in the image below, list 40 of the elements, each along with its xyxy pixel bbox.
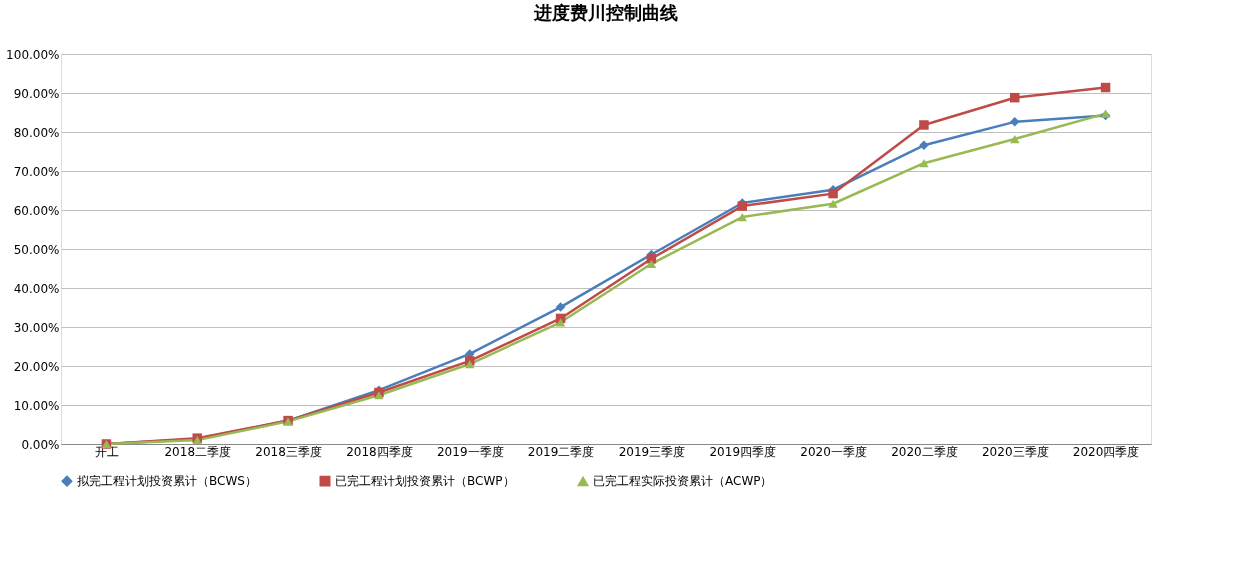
point [1010, 134, 1020, 144]
point [555, 318, 566, 327]
point [374, 391, 384, 400]
y-tick-label: 70.00% [13, 164, 60, 179]
y-tick-label: 80.00% [13, 125, 60, 140]
x-tick-label: 2018二季度 [164, 444, 232, 459]
y-tick-label: 60.00% [13, 203, 60, 218]
y-tick-label: 30.00% [13, 320, 60, 335]
x-tick-label: 2019三季度 [618, 444, 686, 459]
point [919, 140, 929, 150]
point [1010, 92, 1020, 103]
x-tick-label: 2018四季度 [346, 444, 413, 459]
x-tick-label: 2020一季度 [800, 444, 867, 459]
point [919, 159, 929, 168]
point [919, 120, 929, 130]
point [828, 188, 838, 199]
point [646, 259, 657, 268]
x-tick-label: 2019四季度 [709, 444, 777, 459]
y-tick-label: 100.00% [6, 47, 60, 62]
legend-label: 拟完工程计划投资累计（BCWS） [77, 474, 257, 489]
y-tick-label: 10.00% [13, 398, 60, 413]
x-tick-label: 2018三季度 [255, 444, 322, 459]
x-tick-label: 2020四季度 [1072, 444, 1140, 459]
chart-title: 进度费川控制曲线 [533, 2, 678, 23]
x-tick-label: 2019一季度 [436, 444, 504, 459]
point [828, 199, 838, 208]
y-tick-label: 0.00% [21, 437, 60, 452]
y-tick-label: 40.00% [13, 281, 60, 296]
x-tick-label: 2020三季度 [981, 444, 1049, 459]
x-tick-label: 2019二季度 [527, 444, 595, 459]
point [737, 212, 747, 222]
x-tick-label: 2020二季度 [891, 444, 958, 459]
point [1100, 82, 1111, 93]
point [555, 302, 566, 312]
legend-label: 已完工程实际投资累计（ACWP） [593, 474, 773, 489]
y-tick-label: 50.00% [13, 242, 60, 257]
legend-label: 已完工程计划投资累计（BCWP） [335, 474, 515, 489]
y-tick-label: 90.00% [13, 86, 60, 101]
y-tick-label: 20.00% [13, 359, 60, 374]
point [1010, 117, 1020, 127]
